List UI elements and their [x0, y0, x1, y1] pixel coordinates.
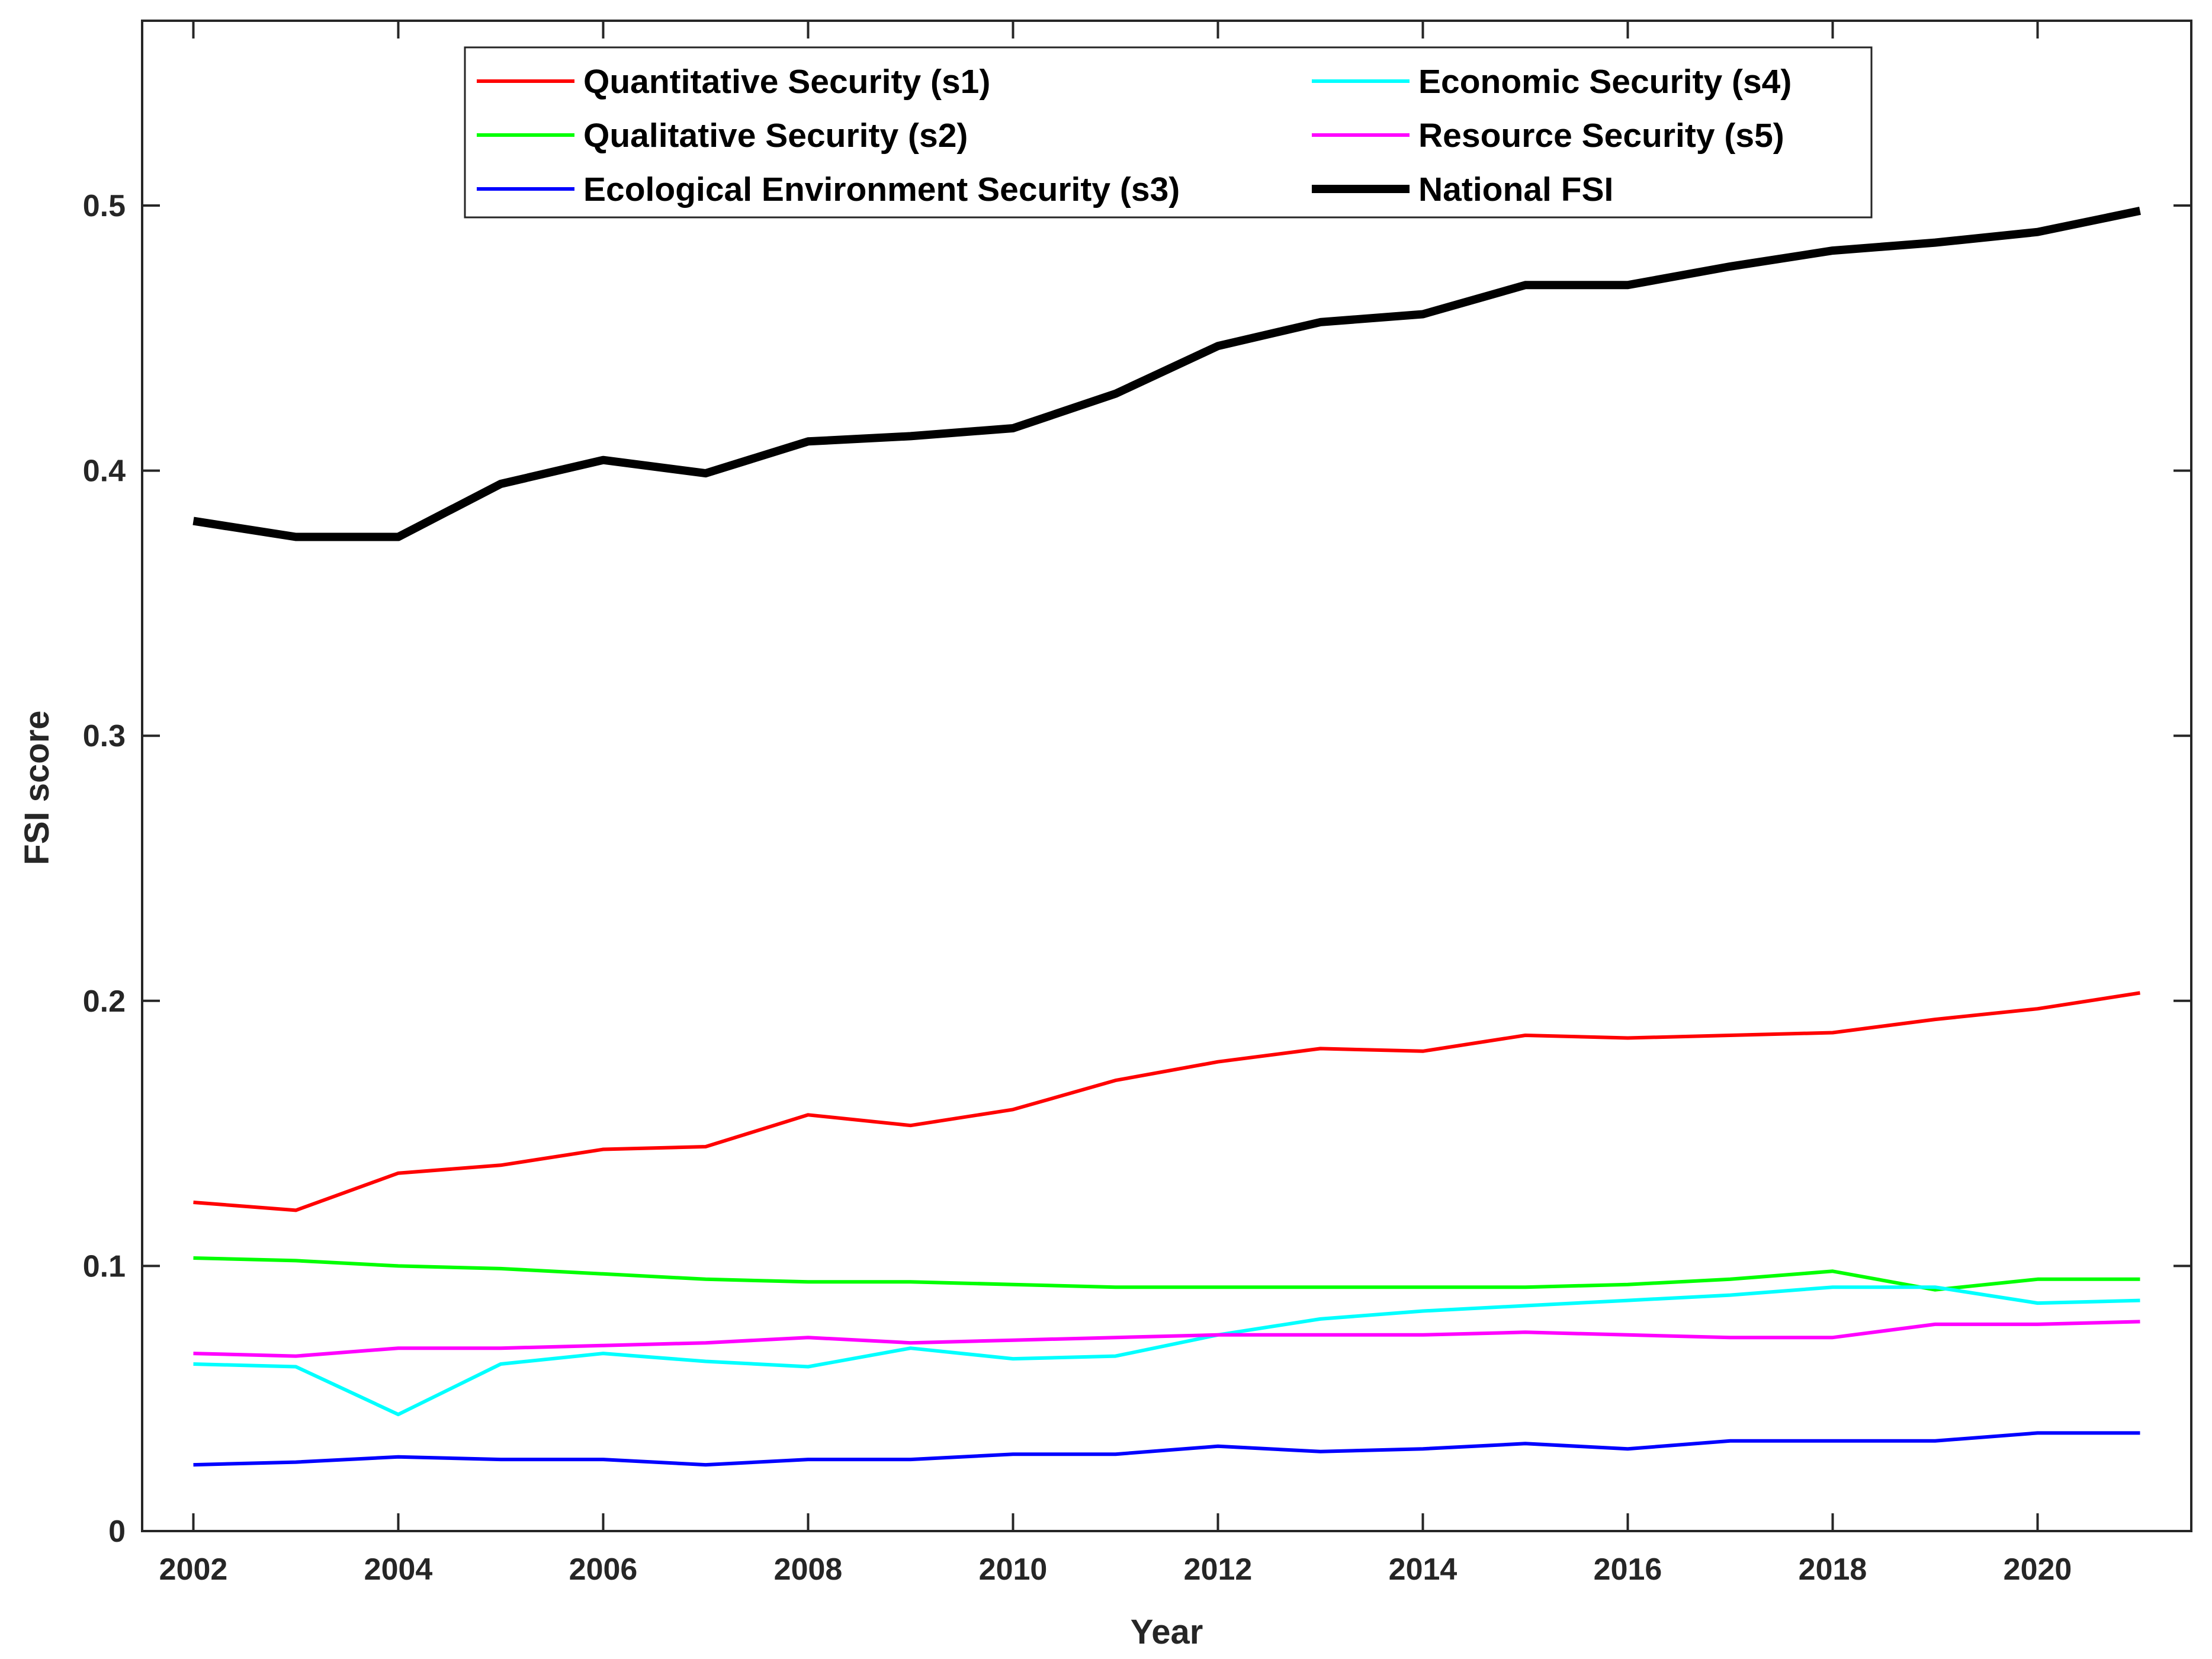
x-tick-label: 2012	[1184, 1552, 1253, 1587]
series-line-resource-security-s5	[193, 1320, 2140, 1358]
x-tick-labels: 2002 2004 2006 2008 2010 2012 2014 2016 2018 2020	[159, 1552, 2072, 1587]
y-tick-label: 0.3	[83, 719, 126, 753]
plot-area-frame	[141, 20, 2192, 1532]
legend-label-quantitative-security-s1: Quantitative Security (s1)	[583, 63, 990, 101]
series-line-quantitative-security-s1	[193, 991, 2140, 1212]
x-tick-label: 2002	[159, 1552, 228, 1587]
y-tick-label: 0.2	[83, 984, 126, 1019]
legend-label-ecological-environment-security-s3: Ecological Environment Security (s3)	[583, 171, 1180, 208]
legend-box	[464, 46, 1873, 219]
x-tick-label: 2010	[979, 1552, 1048, 1587]
series-line-qualitative-security-s2	[193, 1256, 2140, 1292]
x-tick-label: 2014	[1389, 1552, 1457, 1587]
y-axis-title: FSI score	[18, 710, 56, 865]
axis-ticks	[142, 21, 2191, 1532]
y-tick-labels: 0 0.1 0.2 0.3 0.4 0.5	[83, 189, 126, 1549]
x-tick-label: 2008	[774, 1552, 843, 1587]
legend-label-qualitative-security-s2: Qualitative Security (s2)	[583, 117, 968, 155]
x-tick-label: 2020	[2004, 1552, 2072, 1587]
legend-label-resource-security-s5: Resource Security (s5)	[1418, 117, 1784, 155]
y-tick-label: 0.1	[83, 1249, 126, 1283]
x-tick-label: 2006	[569, 1552, 638, 1587]
y-tick-label: 0	[108, 1514, 126, 1549]
series-line-national-fsi	[192, 207, 2141, 541]
x-tick-label: 2004	[364, 1552, 433, 1587]
y-tick-label: 0.5	[83, 189, 126, 223]
legend-label-national-fsi: National FSI	[1418, 171, 1613, 208]
series-layer	[192, 207, 2141, 1467]
series-line-economic-security-s4	[193, 1285, 2140, 1417]
legend: Quantitative Security (s1) Economic Secur…	[464, 46, 1873, 219]
y-tick-label: 0.4	[83, 454, 126, 489]
x-tick-label: 2016	[1594, 1552, 1662, 1587]
series-line-ecological-environment-security-s3	[193, 1431, 2140, 1467]
x-tick-label: 2018	[1799, 1552, 1867, 1587]
x-axis-title: Year	[1131, 1613, 1203, 1651]
legend-label-economic-security-s4: Economic Security (s4)	[1418, 63, 1792, 101]
